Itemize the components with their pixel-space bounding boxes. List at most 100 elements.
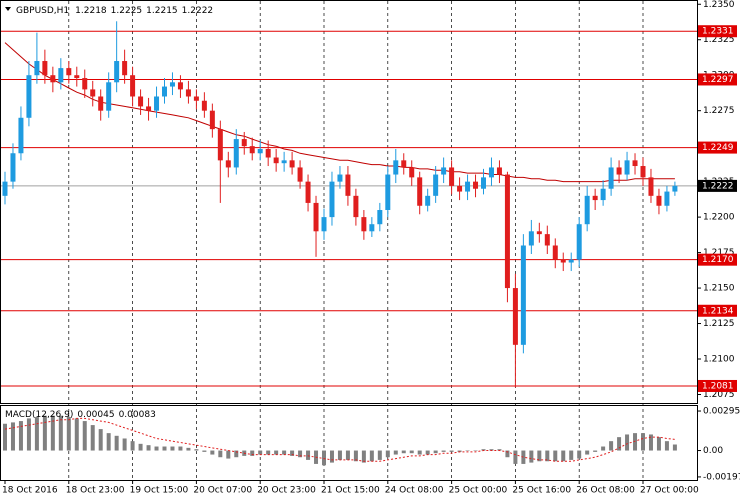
macd-bar [290, 450, 295, 456]
x-tick-label: 25 Oct 16:00 [512, 486, 571, 496]
macd-bar [521, 450, 526, 464]
candle-body [528, 231, 534, 246]
macd-bar [353, 450, 358, 462]
macd-bar [162, 446, 167, 451]
macd-bar [306, 450, 311, 460]
macd-bar [274, 450, 279, 455]
macd-bar [569, 450, 574, 460]
candle-body [488, 167, 494, 178]
macd-bar [337, 450, 342, 460]
candle-body [632, 160, 638, 167]
candle-body [66, 68, 72, 76]
macd-bar [393, 450, 398, 455]
macd-bar [457, 450, 462, 452]
candle-body [401, 160, 407, 168]
macd-bar [361, 450, 366, 463]
price-label: 1.2222 [702, 181, 734, 191]
x-tick-label: 26 Oct 08:00 [576, 486, 635, 496]
macd-bar [3, 423, 7, 451]
candle-body [209, 110, 215, 130]
candle-body [377, 210, 383, 225]
macd-value: 0.00045 [77, 410, 114, 420]
macd-bar [489, 449, 494, 451]
candle-body [169, 82, 175, 87]
macd-bar [377, 450, 382, 460]
candle-body [672, 185, 678, 192]
candle-body [249, 146, 255, 154]
candle-body [74, 75, 80, 79]
macd-bar [10, 422, 15, 451]
chart-header: GBPUSD,H1 1.2218 1.2225 1.2215 1.2222 [16, 6, 213, 16]
x-tick-label: 27 Oct 00:00 [640, 486, 699, 496]
level-tag [698, 73, 737, 86]
macd-bar [577, 450, 582, 459]
candle-body [393, 160, 399, 175]
level-tag [698, 25, 737, 38]
macd-bar [322, 450, 326, 466]
macd-bar [641, 433, 645, 451]
moving-average [4, 42, 675, 183]
macd-bar [114, 435, 119, 451]
candle-body [385, 174, 391, 211]
macd-header: MACD(12,26,9) 0.00045 0.00083 [5, 410, 156, 420]
level-label: 1.2170 [702, 255, 734, 265]
macd-bar [664, 441, 669, 451]
header-low: 1.2215 [146, 6, 178, 16]
macd-bar [138, 443, 143, 451]
candle-body [656, 195, 662, 206]
macd-bar [625, 434, 630, 451]
candle-body [34, 61, 40, 76]
macd-bar [433, 450, 438, 454]
macd-bar [170, 446, 175, 451]
x-tick-label: 19 Oct 15:00 [130, 486, 189, 496]
candle-body [98, 96, 104, 111]
level-label: 1.2249 [702, 143, 734, 153]
x-tick-label: 20 Oct 07:00 [193, 486, 252, 496]
macd-bar [186, 447, 191, 451]
header-open: 1.2218 [75, 6, 107, 16]
candle-body [433, 174, 439, 196]
candle-body [616, 167, 622, 175]
candle-body [2, 181, 8, 196]
macd-bar [409, 450, 414, 454]
candle-body [177, 82, 183, 90]
y-tick-label: 1.2075 [703, 390, 735, 400]
header-high: 1.2225 [111, 6, 143, 16]
candle-body [369, 224, 375, 232]
candle-body [520, 245, 526, 345]
macd-bar [529, 450, 534, 463]
candle-body [504, 174, 510, 289]
candle-body [496, 167, 502, 175]
macd-bar [545, 450, 550, 462]
y-tick-label: 1.2100 [703, 355, 735, 365]
macd-bar [50, 415, 55, 451]
macd-bar [329, 450, 334, 463]
candle-body [457, 185, 463, 192]
candle-body [114, 61, 120, 83]
candle-body [146, 106, 152, 111]
y-tick-label: 1.2275 [703, 106, 735, 116]
candle-body [584, 195, 590, 225]
y-tick-label: -0.00197 [703, 472, 740, 482]
candle-body [353, 195, 359, 218]
candle-body [58, 68, 64, 83]
macd-bar [266, 450, 271, 455]
macd-bar [561, 450, 566, 462]
macd-bar [58, 415, 63, 451]
macd-bar [202, 450, 207, 452]
level-label: 1.2134 [702, 306, 734, 316]
macd-bar [66, 417, 71, 451]
macd-bar [194, 449, 199, 451]
candle-body [305, 181, 311, 203]
macd-bar [122, 438, 127, 451]
candle-body [90, 89, 96, 97]
candle-body [441, 167, 447, 175]
candle-body [225, 160, 231, 168]
macd-bar [146, 445, 151, 451]
level-label: 1.2297 [702, 75, 734, 85]
candle-body [217, 129, 223, 161]
macd-bar [449, 450, 454, 452]
macd-bar [425, 450, 430, 455]
macd-bar [298, 450, 303, 458]
